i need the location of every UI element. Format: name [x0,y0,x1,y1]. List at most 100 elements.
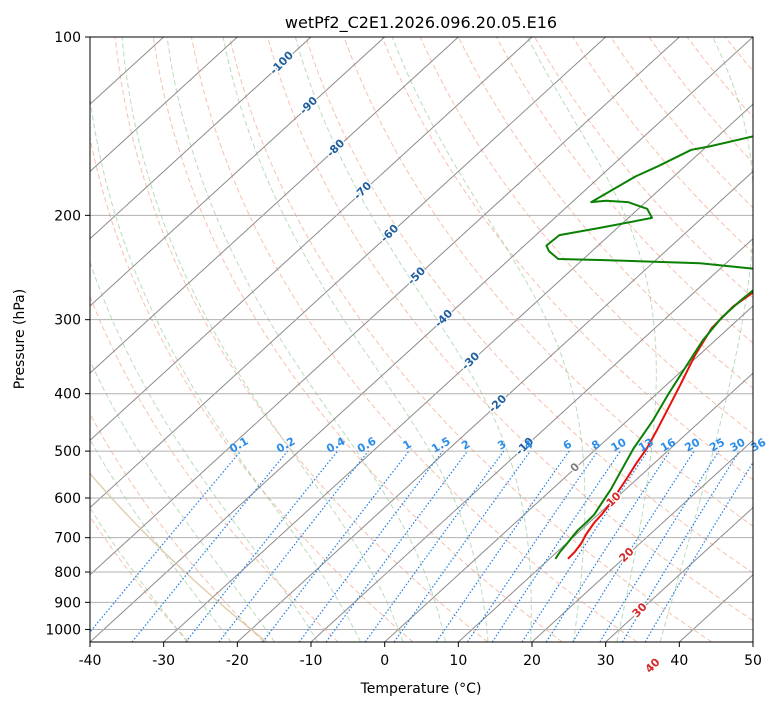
y-axis-ticks: 100 200 300 400 500 600 700 800 900 1000 [45,30,90,638]
dry-adiabat [419,37,753,435]
dry-adiabat [686,37,753,118]
reference-adiabat [90,472,268,642]
mixing-ratio-label: 16 [658,435,678,454]
isotherm-line [90,37,238,173]
mixing-ratio-line [621,450,740,642]
x-tick-label: 10 [449,653,467,669]
dry-adiabat [190,37,638,642]
dry-adiabat [763,37,775,642]
mixing-ratio-line [131,450,289,642]
dry-adiabat [495,37,753,344]
y-tick-label: 600 [54,491,81,507]
isotherm-line [605,506,753,642]
isotherm-line [310,237,753,642]
dry-adiabat [457,37,753,389]
mixing-ratio-label: 2 [459,438,472,453]
moist-adiabat [222,37,489,642]
isotherm-line [163,103,753,642]
moist-adiabat [294,37,532,642]
isotherm-line [236,170,753,642]
mixing-ratio-line [644,461,753,642]
y-tick-label: 200 [54,208,81,224]
x-axis-label: Temperature (°C) [360,681,482,697]
x-tick-label: -30 [152,653,175,669]
isotherm-line [90,37,533,442]
mixing-ratio-labels: 0.1 0.2 0.4 0.6 1 1.5 2 3 4 6 8 10 13 16 20 25 30 36 [227,434,768,455]
mixing-ratio-line [572,450,695,642]
dry-adiabat [343,37,753,527]
x-tick-label: 0 [380,653,389,669]
isotherm-line [90,37,607,509]
mixing-ratio-line [545,450,671,642]
dry-adiabat [305,37,753,574]
mixing-ratio-label: 0.1 [227,435,250,456]
dry-adiabat [724,37,753,72]
mixing-ratio-line [262,450,410,642]
y-tick-label: 300 [54,313,81,329]
chart-title: wetPf2_C2E1.2026.096.20.05.E16 [285,13,557,33]
y-tick-label: 800 [54,565,81,581]
mixing-ratio-label: 0.6 [355,434,379,455]
mixing-ratio-label: 36 [748,435,768,454]
x-axis-ticks: -40 -30 -20 -10 0 10 20 30 40 50 [79,642,762,669]
moist-adiabat [659,37,753,642]
mixing-ratio-label: 1.5 [429,435,452,456]
x-tick-label: -10 [300,653,323,669]
dry-adiabat [114,37,488,642]
x-tick-label: 40 [670,653,688,669]
mixing-ratio-label: 0.4 [324,434,348,455]
moist-adiabat [90,94,362,642]
dry-adiabat [381,37,753,481]
y-tick-label: 100 [54,30,81,46]
dry-adiabat [572,37,753,254]
isotherm-line [90,37,459,374]
x-tick-label: 20 [523,653,541,669]
mixing-ratio-line [466,450,599,642]
moist-adiabat [90,507,188,642]
mixing-ratio-line [521,450,649,642]
isotherm-line [531,439,753,642]
moist-adiabat [90,359,276,642]
isotherm-line [90,37,386,307]
y-tick-label: 400 [54,387,81,403]
moist-adiabat [121,37,404,642]
isotherm-line [90,37,753,642]
mixing-ratio-label: 10 [609,435,629,454]
dewpoint-trace [545,135,753,560]
mixing-ratio-line [435,450,570,642]
mixing-ratio-line [325,450,468,642]
background-lines [90,37,775,642]
mixing-ratio-line [364,450,505,642]
isotherm-line [384,305,753,642]
y-tick-label: 500 [54,444,81,460]
moist-adiabat [90,438,232,642]
mixing-ratio-line [491,450,621,642]
dry-adiabat [152,37,563,642]
dry-adiabat [267,37,753,622]
plot-frame [89,36,754,643]
mixing-ratio-lines [90,450,753,642]
x-tick-label: -40 [79,653,102,669]
dry-adiabat [534,37,753,299]
isotherm-line [90,37,680,576]
isotherm-label: 40 [643,655,663,675]
mixing-ratio-label: 30 [728,435,748,454]
y-tick-label: 900 [54,595,81,611]
dry-adiabat [229,37,712,642]
dry-adiabat [90,412,264,642]
mixing-ratio-line [90,450,242,633]
moist-adiabat [391,37,586,642]
moist-adiabat [90,260,319,642]
mixing-ratio-label: 6 [561,437,574,452]
dry-adiabat [90,295,339,642]
mixing-ratio-line [185,450,339,642]
isotherm-label: -100 [267,48,296,77]
y-tick-label: 1000 [45,622,81,638]
dry-adiabat [648,37,753,164]
mixing-ratio-label: 25 [707,436,727,455]
mixing-ratio-label: 1 [401,438,414,453]
mixing-ratio-label: 0.2 [274,435,297,456]
mixing-ratio-line [393,450,531,642]
mixing-ratio-line [218,450,369,642]
